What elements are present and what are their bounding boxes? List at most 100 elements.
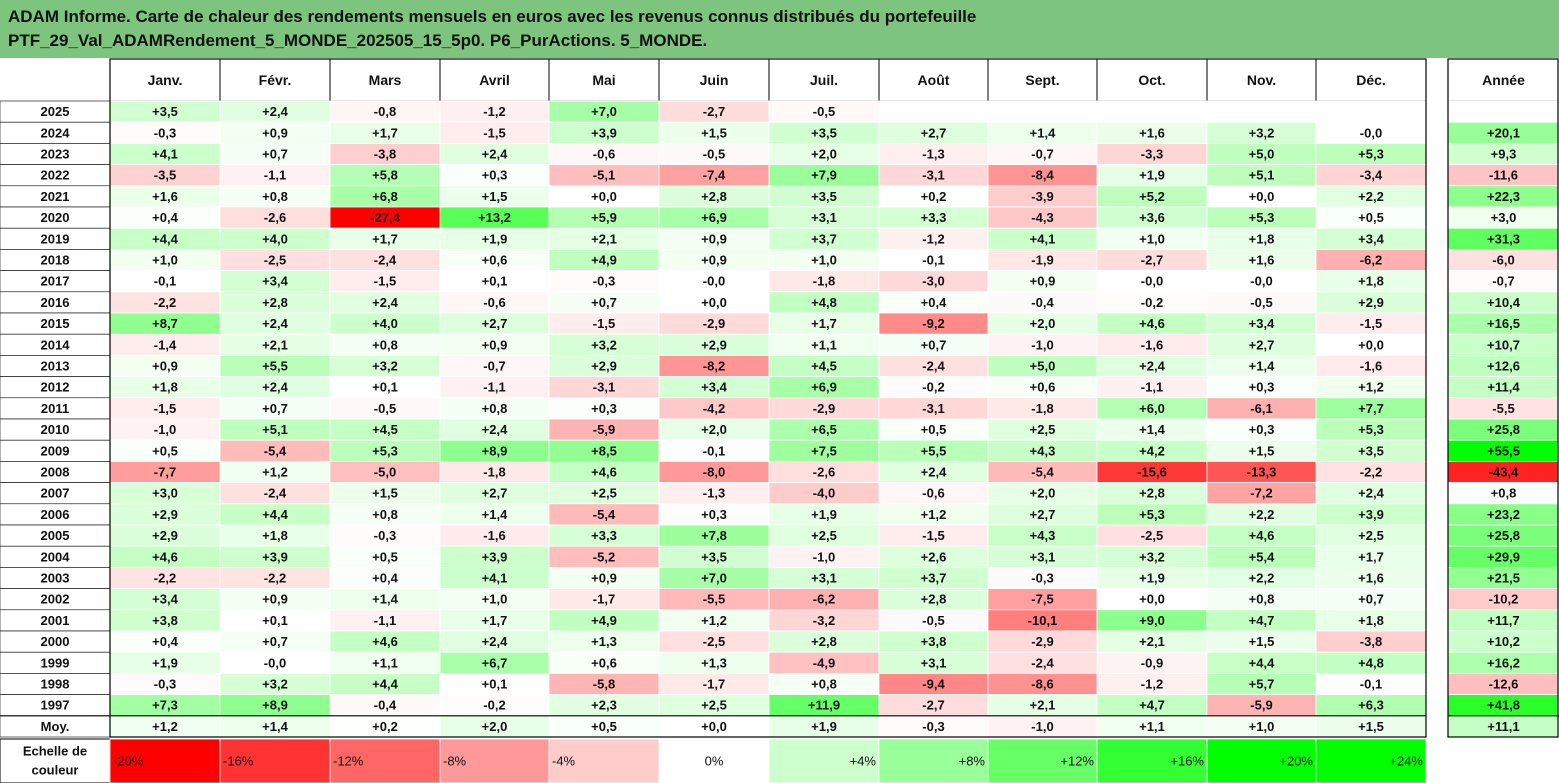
cell-value-label: +6,9 [701,210,727,225]
column-header: Oct. [1138,72,1165,88]
cell-value-label: +1,9 [811,507,837,522]
cell-value-label: +0,7 [262,634,288,649]
cell-value-label: +0,1 [262,613,288,628]
cell-value-label: +2,8 [811,634,837,649]
cell-value-label: +1,9 [811,719,837,734]
cell-value-label: +1,4 [1139,422,1165,437]
cell-value-label: -1,5 [1360,316,1382,331]
cell-value-label: +1,5 [1249,443,1275,458]
cell-value-label: +2,4 [262,104,288,119]
cell-value-label: +2,7 [1249,337,1275,352]
color-scale-step-label: +8% [959,754,986,769]
cell-value-label: +1,0 [1249,719,1275,734]
annual-value-label: +31,3 [1487,231,1520,246]
cell-value-label: +5,5 [262,359,288,374]
cell-value-label: +3,7 [811,231,837,246]
heatmap-cell [1315,100,1427,123]
year-label: 2003 [41,571,70,586]
cell-value-label: +0,9 [152,359,178,374]
annual-value-label: +10,4 [1487,295,1521,310]
annual-value-label: -11,6 [1489,168,1518,183]
cell-value-label: +0,4 [152,634,178,649]
cell-value-label: +7,0 [701,571,727,586]
cell-value-label: -1,2 [1141,677,1163,692]
cell-value-label: -2,4 [922,359,945,374]
color-scale-swatch [1206,738,1317,783]
cell-value-label: -0,7 [483,359,505,374]
cell-value-label: -3,4 [1360,168,1383,183]
cell-value-label: +8,9 [482,443,508,458]
cell-value-label: -1,2 [922,231,944,246]
cell-value-label: +0,9 [482,337,508,352]
annual-value-label: +3,0 [1491,210,1517,225]
year-label: 2002 [41,592,70,607]
cell-value-label: +0,5 [591,719,617,734]
year-label: 2021 [41,189,70,204]
cell-value-label: +1,2 [152,719,178,734]
cell-value-label: -5,2 [593,549,615,564]
cell-value-label: +2,0 [811,147,837,162]
cell-value-label: +4,6 [152,549,178,564]
cell-value-label: -0,6 [593,147,615,162]
cell-value-label: -1,5 [483,125,505,140]
cell-value-label: +8,9 [262,698,288,713]
cell-value-label: -0,0 [1360,125,1382,140]
column-header: Sept. [1025,72,1059,88]
cell-value-label: -2,9 [1031,634,1053,649]
cell-value-label: +1,2 [262,465,288,480]
color-scale-swatch [109,738,221,783]
cell-value-label: +3,4 [701,380,727,395]
chart-title: ADAM Informe. Carte de chaleur des rende… [0,0,1559,58]
cell-value-label: +0,1 [482,677,508,692]
cell-value-label: +1,8 [152,380,178,395]
cell-value-label: +4,1 [482,571,508,586]
cell-value-label: -2,2 [154,295,176,310]
cell-value-label: -1,9 [1031,253,1053,268]
cell-value-label: -0,0 [1250,274,1272,289]
cell-value-label: -5,1 [593,168,615,183]
cell-value-label: -4,3 [1031,210,1053,225]
cell-value-label: -8,0 [703,465,725,480]
cell-value-label: -2,4 [1031,655,1054,670]
cell-value-label: +2,1 [1139,634,1165,649]
year-label: 2007 [41,486,70,501]
header-cell [219,58,331,102]
cell-value-label: +3,4 [1358,231,1384,246]
cell-value-label: +4,3 [1030,443,1056,458]
cell-value-label: +1,4 [262,719,288,734]
cell-value-label: +6,3 [1358,698,1384,713]
annual-value-label: -10,2 [1489,592,1519,607]
cell-value-label: -0,1 [154,274,176,289]
cell-value-label: +0,1 [372,380,398,395]
cell-value-label: -1,8 [1031,401,1053,416]
color-scale-step-label: +20% [1279,754,1313,769]
cell-value-label: -0,0 [1141,274,1163,289]
cell-value-label: -0,5 [703,147,725,162]
cell-value-label: -2,4 [264,486,287,501]
cell-value-label: +1,7 [1358,549,1384,564]
cell-value-label: +5,3 [1249,210,1275,225]
cell-value-label: -0,2 [1141,295,1163,310]
cell-value-label: -2,5 [703,634,725,649]
cell-value-label: +6,9 [811,380,837,395]
cell-value-label: +2,4 [482,634,508,649]
cell-value-label: -0,6 [922,486,944,501]
cell-value-label: +5,0 [1249,147,1275,162]
cell-value-label: +3,9 [591,125,617,140]
cell-value-label: -8,4 [1031,168,1054,183]
cell-value-label: -4,0 [813,486,835,501]
color-scale-swatch [219,738,331,783]
cell-value-label: +4,4 [262,507,288,522]
annual-value-label: +55,5 [1487,443,1520,458]
cell-value-label: +4,4 [1249,655,1275,670]
cell-value-label: +6,8 [372,189,398,204]
cell-value-label: -1,1 [374,613,396,628]
average-row-label: Moy. [41,719,70,734]
cell-value-label: +2,2 [1358,189,1384,204]
cell-value-label: -1,0 [154,422,176,437]
cell-value-label: +0,1 [482,274,508,289]
color-scale-swatch [439,738,550,783]
cell-value-label: +1,4 [372,592,398,607]
cell-value-label: -2,9 [703,316,725,331]
cell-value-label: -1,6 [1141,337,1163,352]
